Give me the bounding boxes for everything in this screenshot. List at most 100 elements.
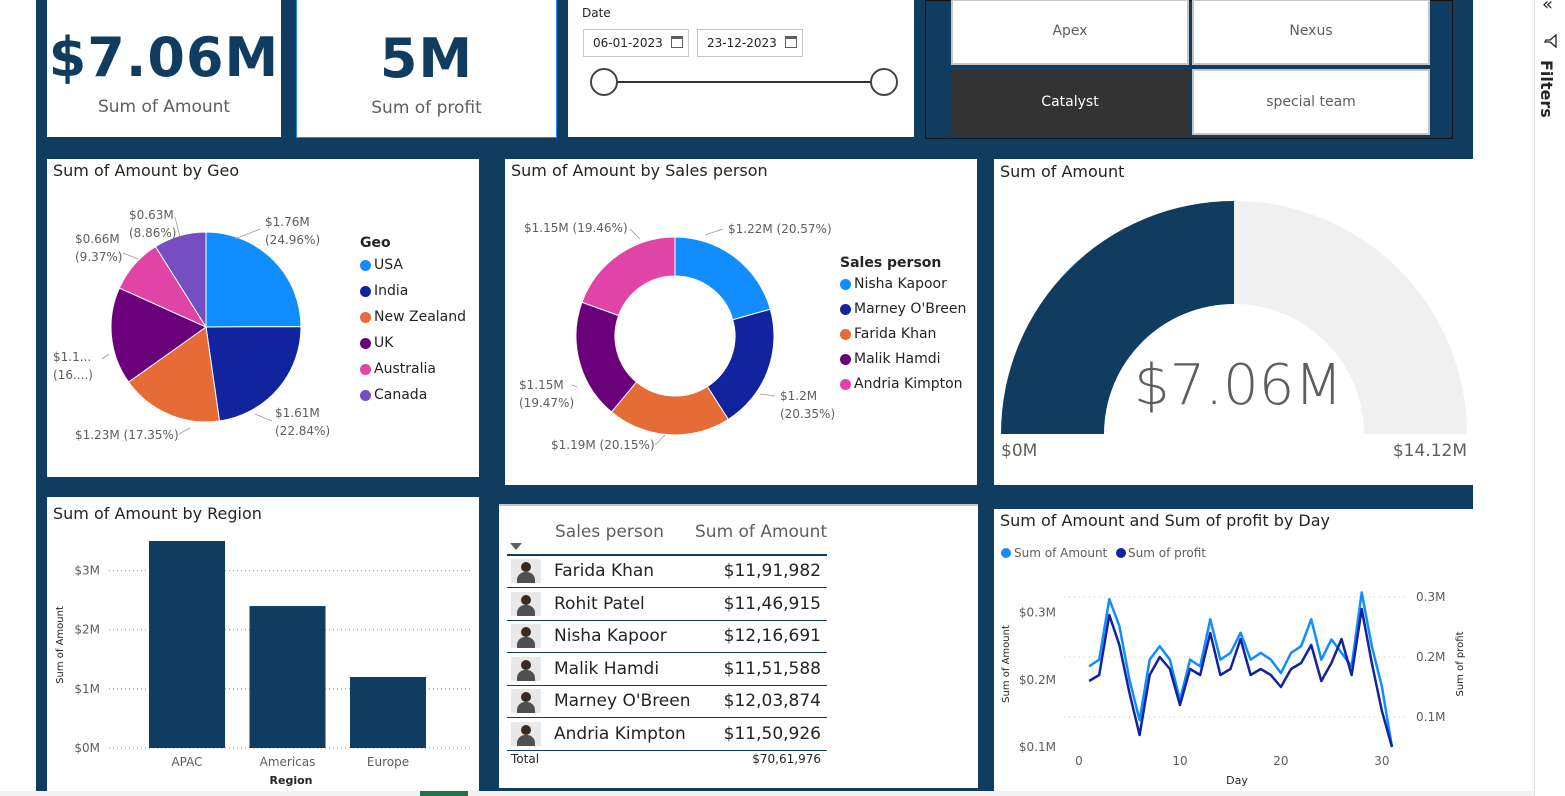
avatar-head xyxy=(521,725,531,735)
avatar-head xyxy=(521,594,531,605)
page-tab-strip xyxy=(0,791,1534,796)
region-bar-xtick-1: Americas xyxy=(260,755,316,769)
geo-legend-item[interactable]: USA xyxy=(360,257,466,273)
tile-apex[interactable]: Apex xyxy=(951,0,1189,65)
legend-dot-icon xyxy=(360,259,371,271)
date-slicer-label: Date xyxy=(582,6,611,20)
table-cell-name: Nisha Kapoor xyxy=(554,626,667,647)
legend-label: Nisha Kapoor xyxy=(854,276,947,292)
geo-legend-item[interactable]: UK xyxy=(360,335,466,351)
table-cell-amount: $11,91,982 xyxy=(723,561,821,581)
date-start-input[interactable]: 06-01-2023 xyxy=(583,29,689,57)
line-series-amount xyxy=(1088,591,1394,748)
table-row[interactable]: Marney O'Breen $12,03,874 xyxy=(507,686,827,719)
region-bar-chart: $0M $1M $2M $3M APAC Americas Europe Region Sum … xyxy=(55,541,473,787)
sales-legend-item[interactable]: Andria Kimpton xyxy=(840,376,966,392)
line-y2tick-2: 0.3M xyxy=(1416,590,1445,604)
sales-legend-item[interactable]: Marney O'Breen xyxy=(840,301,966,317)
sales-table-card: Sales person Sum of Amount Farida Khan $1… xyxy=(499,504,978,788)
legend-label: USA xyxy=(374,257,403,273)
line-y2tick-1: 0.2M xyxy=(1416,650,1445,664)
geo-legend: Geo USA India New Zealand UK Australia Canada xyxy=(360,235,466,403)
sales-legend-items: Nisha Kapoor Marney O'Breen Farida Khan Mal… xyxy=(840,276,966,392)
legend-label: Farida Khan xyxy=(854,326,937,342)
table-row[interactable]: Andria Kimpton $11,50,926 xyxy=(507,719,827,751)
calendar-icon[interactable] xyxy=(671,36,683,48)
table-header-salesperson[interactable]: Sales person xyxy=(555,522,664,542)
geo-pie-leader-3 xyxy=(101,353,110,360)
geo-pie-title: Sum of Amount by Geo xyxy=(53,161,240,180)
region-bar-xlabel: Region xyxy=(270,774,313,787)
table-row[interactable]: Nisha Kapoor $12,16,691 xyxy=(507,621,827,654)
legend-dot-icon xyxy=(360,337,371,349)
avatar xyxy=(511,591,541,616)
line-chart-title: Sum of Amount and Sum of profit by Day xyxy=(1000,511,1331,530)
line-ytick-0: $0.1M xyxy=(1019,740,1056,754)
geo-legend-item[interactable]: Canada xyxy=(360,387,466,403)
region-bar-0 xyxy=(149,541,225,748)
geo-pie-leader-5 xyxy=(174,216,181,238)
gauge-max-label: $14.12M xyxy=(1392,441,1467,461)
double-chevron-left-icon[interactable]: « xyxy=(1542,0,1554,15)
sales-legend-item[interactable]: Nisha Kapoor xyxy=(840,276,966,292)
legend-label: Canada xyxy=(374,387,428,403)
gauge-min-label: $0M xyxy=(1001,441,1038,461)
avatar-body xyxy=(517,669,535,681)
avatar-body xyxy=(517,637,535,649)
legend-dot-icon xyxy=(1001,548,1011,558)
geo-legend-item[interactable]: Australia xyxy=(360,361,466,377)
sales-donut-leader-0 xyxy=(704,228,724,236)
table-header-divider xyxy=(507,554,827,556)
legend-label: Australia xyxy=(374,361,436,377)
calendar-icon[interactable] xyxy=(785,36,797,48)
avatar-body xyxy=(517,735,535,746)
kpi-amount-value: $7.06M xyxy=(48,26,280,89)
sales-donut-card: Sum of Amount by Sales person $1.22M (20… xyxy=(505,159,977,485)
sales-legend-item[interactable]: Farida Khan xyxy=(840,326,966,342)
legend-label: India xyxy=(374,283,409,299)
sort-desc-icon[interactable] xyxy=(510,543,522,550)
line-xtick-2: 20 xyxy=(1273,754,1288,768)
table-row[interactable]: Rohit Patel $11,46,915 xyxy=(507,589,827,621)
legend-label: New Zealand xyxy=(374,309,466,325)
avatar-head xyxy=(521,659,531,670)
geo-legend-item[interactable]: New Zealand xyxy=(360,309,466,325)
table-total-label: Total xyxy=(511,752,540,766)
date-range-end-handle[interactable] xyxy=(870,68,898,96)
region-bar-ytick-2: $2M xyxy=(74,623,100,637)
avatar-head xyxy=(521,692,531,703)
sales-donut-data-label-2: $1.19M (20.15%) xyxy=(551,438,655,452)
page-tab-active[interactable] xyxy=(420,791,468,796)
filters-pane[interactable]: « Filters xyxy=(1534,0,1565,796)
table-cell-name: Rohit Patel xyxy=(554,593,645,614)
avatar xyxy=(511,689,541,714)
legend-dot-icon xyxy=(360,363,371,375)
geo-legend-item[interactable]: India xyxy=(360,283,466,299)
sales-donut-data-label-3: $1.15M xyxy=(519,378,564,392)
line-ylabel: Sum of Amount xyxy=(1001,625,1012,703)
date-range-start-handle[interactable] xyxy=(590,68,618,96)
sales-donut-leader-2 xyxy=(654,434,666,446)
tile-nexus[interactable]: Nexus xyxy=(1192,0,1430,65)
region-bar-ytick-0: $0M xyxy=(74,741,100,755)
legend-label: Andria Kimpton xyxy=(854,376,963,392)
kpi-card-amount[interactable]: $7.06M Sum of Amount xyxy=(47,0,281,137)
date-end-input[interactable]: 23-12-2023 xyxy=(697,29,803,57)
tile-special-team[interactable]: special team xyxy=(1192,69,1430,135)
geo-pie-leader-2 xyxy=(178,427,191,435)
avatar-head xyxy=(521,562,531,572)
sales-donut-data-label-4: $1.15M (19.46%) xyxy=(524,221,628,235)
sales-donut-slice-4 xyxy=(581,236,676,317)
line-chart: Sum of Amount Sum of profit $0.1M $0.2M $0.3… xyxy=(1001,546,1466,787)
table-row[interactable]: Malik Hamdi $11,51,588 xyxy=(507,654,827,686)
filters-label[interactable]: Filters xyxy=(1537,60,1556,118)
kpi-card-profit[interactable]: 5M Sum of profit xyxy=(296,0,557,138)
geo-pie-chart: $1.76M (24.96%) $1.61M (22.84%) $1.23M (17.3… xyxy=(53,208,330,442)
sales-legend-item[interactable]: Malik Hamdi xyxy=(840,351,966,367)
legend-label: Marney O'Breen xyxy=(854,301,967,317)
table-header-amount[interactable]: Sum of Amount xyxy=(695,522,828,542)
table-row[interactable]: Farida Khan $11,91,982 xyxy=(507,556,827,588)
sales-donut-data-label-3-pct: (19.47%) xyxy=(519,396,574,410)
geo-pie-leader-4 xyxy=(122,252,139,260)
tile-catalyst[interactable]: Catalyst xyxy=(951,69,1189,135)
